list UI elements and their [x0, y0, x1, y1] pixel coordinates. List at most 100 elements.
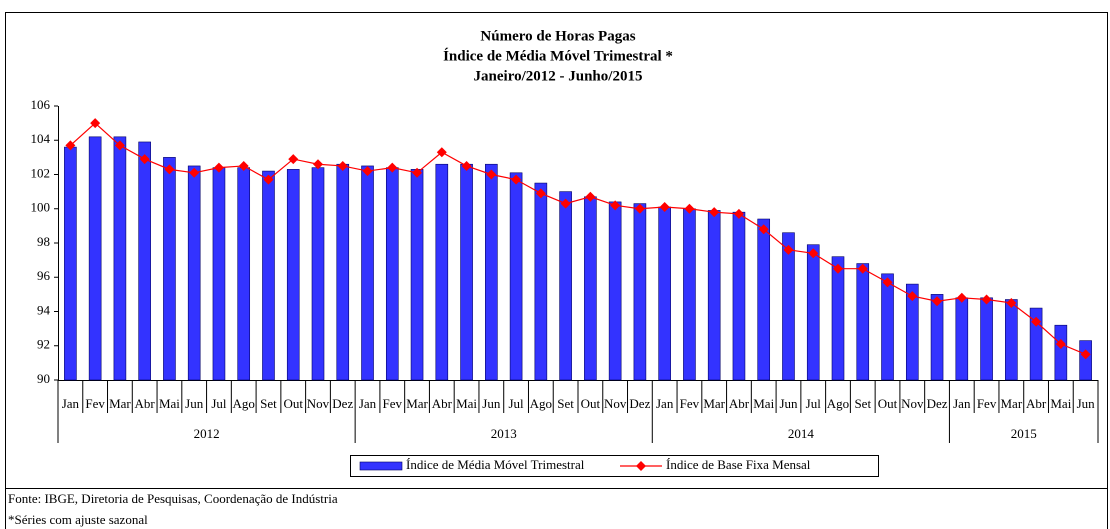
marker	[189, 167, 200, 178]
marker	[387, 162, 398, 173]
bar	[1079, 340, 1092, 381]
x-tick-label: Fev	[383, 396, 403, 411]
bar	[286, 169, 300, 381]
bar	[385, 167, 399, 381]
marker	[238, 160, 249, 171]
x-tick-label: Jul	[509, 396, 525, 411]
x-tick-label: Fev	[680, 396, 700, 411]
bar	[237, 167, 251, 381]
marker	[1006, 297, 1017, 308]
marker	[213, 162, 224, 173]
footnote: Fonte: IBGE, Diretoria de Pesquisas, Coo…	[8, 491, 338, 506]
bar	[905, 283, 919, 381]
marker	[436, 147, 447, 158]
marker	[808, 248, 819, 259]
x-tick-label: Out	[581, 396, 601, 411]
bar	[881, 273, 894, 381]
bar	[361, 165, 374, 381]
bar	[584, 196, 597, 381]
x-tick-label: Jan	[62, 396, 80, 411]
marker	[535, 188, 546, 199]
marker	[758, 224, 769, 235]
x-group-label: 2014	[788, 426, 815, 441]
x-tick-label: Dez	[332, 396, 353, 411]
marker	[288, 154, 299, 165]
marker	[1031, 316, 1042, 327]
bar	[608, 201, 622, 381]
marker	[733, 208, 744, 219]
y-tick-label: 96	[37, 268, 51, 283]
x-tick-label: Fev	[85, 396, 105, 411]
bar	[980, 297, 993, 381]
x-tick-label: Dez	[629, 396, 650, 411]
bar	[1029, 307, 1043, 381]
bar	[485, 163, 498, 381]
y-tick-label: 94	[37, 302, 51, 317]
x-tick-label: Jun	[779, 396, 798, 411]
bar	[187, 165, 201, 381]
marker	[956, 292, 967, 303]
x-tick-label: Mar	[406, 396, 428, 411]
marker	[783, 244, 794, 255]
bar	[831, 256, 845, 381]
bar	[460, 163, 473, 381]
x-tick-label: Jul	[211, 396, 227, 411]
chart-title: Número de Horas Pagas	[480, 28, 635, 44]
bar	[633, 203, 647, 381]
y-tick-label: 106	[31, 97, 51, 112]
marker	[412, 167, 423, 178]
bar	[311, 167, 325, 381]
legend-label: Índice de Base Fixa Mensal	[666, 457, 811, 472]
bar	[757, 218, 771, 381]
marker	[907, 291, 918, 302]
bar	[88, 136, 102, 381]
y-tick-label: 102	[31, 165, 51, 180]
bar	[683, 208, 696, 381]
x-tick-label: Abr	[729, 396, 750, 411]
marker	[90, 118, 101, 129]
x-tick-label: Ago	[827, 396, 849, 411]
bar	[212, 167, 226, 381]
marker	[709, 207, 720, 218]
x-tick-label: Mai	[159, 396, 180, 411]
marker	[610, 200, 621, 211]
marker	[882, 277, 893, 288]
x-tick-label: Jan	[953, 396, 971, 411]
marker	[1055, 339, 1066, 350]
x-group-label: 2013	[491, 426, 517, 441]
marker	[313, 159, 323, 170]
bar	[435, 163, 449, 381]
x-tick-label: Out	[878, 396, 898, 411]
marker	[585, 191, 596, 202]
footnote: *Séries com ajuste sazonal	[8, 512, 148, 527]
x-tick-label: Fev	[977, 396, 997, 411]
x-group-label: 2015	[1011, 426, 1037, 441]
marker	[1080, 349, 1091, 360]
marker	[833, 263, 843, 274]
legend-swatch	[636, 461, 646, 471]
x-tick-label: Mai	[456, 396, 477, 411]
marker	[659, 202, 670, 213]
bar	[138, 141, 151, 381]
x-tick-label: Mai	[753, 396, 774, 411]
x-group-label: 2012	[194, 426, 220, 441]
marker	[65, 140, 76, 151]
x-tick-label: Mar	[109, 396, 131, 411]
marker	[164, 164, 175, 175]
marker	[981, 294, 992, 305]
bar	[955, 297, 969, 381]
bar	[262, 170, 275, 381]
x-tick-label: Dez	[927, 396, 948, 411]
marker	[486, 169, 497, 180]
x-tick-label: Jan	[656, 396, 674, 411]
marker	[114, 140, 125, 151]
chart-title: Janeiro/2012 - Junho/2015	[474, 68, 643, 84]
x-tick-label: Abr	[135, 396, 156, 411]
x-tick-label: Mar	[703, 396, 725, 411]
x-tick-label: Ago	[530, 396, 552, 411]
chart-title: Índice de Média Móvel Trimestral *	[443, 47, 673, 64]
x-tick-label: Set	[557, 396, 574, 411]
x-tick-label: Mar	[1000, 396, 1022, 411]
bar	[163, 157, 176, 381]
